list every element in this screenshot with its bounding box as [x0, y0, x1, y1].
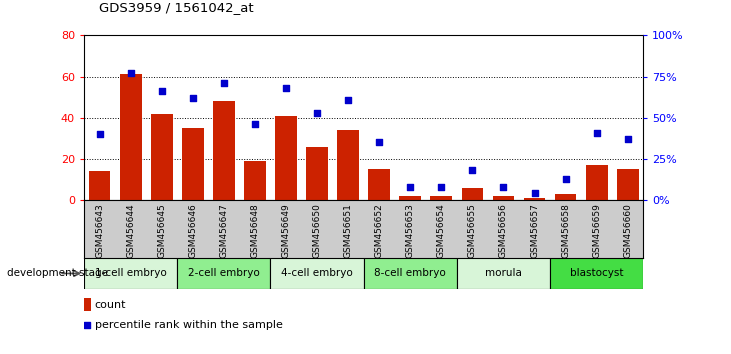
Bar [177, 258, 270, 289]
Bar [617, 169, 639, 200]
Text: GSM456644: GSM456644 [126, 203, 135, 258]
Text: GSM456649: GSM456649 [281, 203, 290, 258]
Point [591, 130, 602, 135]
Bar [337, 130, 359, 200]
Text: 2-cell embryo: 2-cell embryo [188, 268, 260, 279]
Point [622, 136, 634, 142]
Text: GSM456646: GSM456646 [189, 203, 197, 258]
Text: GSM456648: GSM456648 [251, 203, 260, 258]
Text: percentile rank within the sample: percentile rank within the sample [95, 320, 283, 330]
Bar [244, 161, 266, 200]
Point [374, 139, 385, 145]
Bar [493, 196, 515, 200]
Text: GSM456645: GSM456645 [157, 203, 166, 258]
Bar [151, 114, 173, 200]
Text: GSM456657: GSM456657 [530, 203, 539, 258]
Text: GSM456659: GSM456659 [592, 203, 601, 258]
Text: GSM456651: GSM456651 [344, 203, 352, 258]
Text: GSM456650: GSM456650 [313, 203, 322, 258]
Text: 1-cell embryo: 1-cell embryo [95, 268, 167, 279]
Bar [550, 258, 643, 289]
Bar [461, 188, 483, 200]
Point [342, 97, 354, 102]
Point [311, 110, 323, 116]
Text: count: count [95, 300, 126, 310]
Point [249, 121, 261, 127]
Bar [363, 258, 457, 289]
Point [280, 85, 292, 91]
Point [466, 167, 478, 173]
Point [82, 322, 94, 328]
Bar [84, 258, 177, 289]
Text: GSM456656: GSM456656 [499, 203, 508, 258]
Point [560, 176, 572, 182]
Bar [586, 165, 607, 200]
Bar [457, 258, 550, 289]
Text: GSM456660: GSM456660 [624, 203, 632, 258]
Point [404, 184, 416, 190]
Text: development stage: development stage [7, 268, 108, 279]
Point [529, 190, 540, 196]
Point [94, 131, 105, 137]
Bar [368, 169, 390, 200]
Point [125, 70, 137, 76]
Text: GDS3959 / 1561042_at: GDS3959 / 1561042_at [99, 1, 254, 14]
Text: 8-cell embryo: 8-cell embryo [374, 268, 446, 279]
Bar [84, 298, 91, 311]
Bar [523, 198, 545, 200]
Bar [306, 147, 328, 200]
Bar [555, 194, 577, 200]
Text: GSM456653: GSM456653 [406, 203, 414, 258]
Point [187, 95, 199, 101]
Point [436, 184, 447, 190]
Bar [270, 258, 363, 289]
Text: blastocyst: blastocyst [570, 268, 624, 279]
Bar [88, 171, 110, 200]
Text: GSM456647: GSM456647 [219, 203, 228, 258]
Point [218, 80, 230, 86]
Bar [275, 116, 297, 200]
Bar [399, 196, 421, 200]
Text: morula: morula [485, 268, 522, 279]
Text: GSM456652: GSM456652 [375, 203, 384, 258]
Bar [431, 196, 452, 200]
Text: GSM456654: GSM456654 [437, 203, 446, 258]
Point [498, 184, 510, 190]
Text: 4-cell embryo: 4-cell embryo [281, 268, 353, 279]
Text: GSM456643: GSM456643 [95, 203, 104, 258]
Bar [213, 101, 235, 200]
Bar [120, 74, 142, 200]
Point [156, 88, 167, 94]
Text: GSM456658: GSM456658 [561, 203, 570, 258]
Bar [182, 128, 204, 200]
Text: GSM456655: GSM456655 [468, 203, 477, 258]
